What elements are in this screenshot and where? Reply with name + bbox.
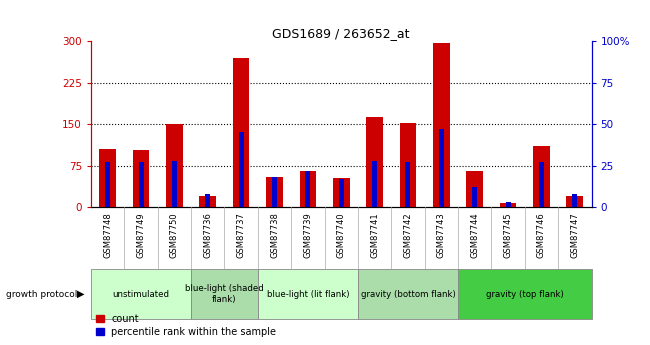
Text: GSM87747: GSM87747 (570, 212, 579, 258)
Text: GSM87749: GSM87749 (136, 212, 146, 258)
Bar (133, 150, 150, 207)
Bar (439, 129, 444, 207)
Bar (372, 161, 377, 207)
Bar (300, 171, 317, 207)
Text: growth protocol: growth protocol (6, 289, 78, 299)
Bar (433, 42, 450, 207)
Bar (333, 178, 350, 207)
Bar (166, 124, 183, 207)
Bar (572, 194, 577, 207)
Text: blue-light (shaded
flank): blue-light (shaded flank) (185, 284, 264, 304)
Bar (506, 202, 511, 207)
Text: GSM87738: GSM87738 (270, 212, 279, 258)
Bar (567, 196, 583, 207)
Bar (306, 170, 311, 207)
Bar (472, 187, 477, 207)
Bar (339, 179, 344, 207)
Text: GSM87744: GSM87744 (470, 212, 479, 258)
FancyBboxPatch shape (458, 269, 592, 319)
Bar (200, 196, 216, 207)
Bar (500, 203, 516, 207)
Text: GSM87750: GSM87750 (170, 212, 179, 258)
Title: GDS1689 / 263652_at: GDS1689 / 263652_at (272, 27, 410, 40)
Bar (272, 177, 277, 207)
Bar (533, 146, 550, 207)
Legend: count, percentile rank within the sample: count, percentile rank within the sample (96, 314, 276, 337)
Bar (205, 194, 211, 207)
Bar (239, 132, 244, 207)
Text: gravity (bottom flank): gravity (bottom flank) (361, 289, 456, 299)
Text: GSM87740: GSM87740 (337, 212, 346, 258)
Bar (233, 58, 250, 207)
FancyBboxPatch shape (358, 269, 458, 319)
Bar (367, 117, 383, 207)
Text: GSM87741: GSM87741 (370, 212, 379, 258)
FancyBboxPatch shape (91, 269, 191, 319)
Bar (539, 162, 544, 207)
Bar (172, 161, 177, 207)
Text: blue-light (lit flank): blue-light (lit flank) (266, 289, 349, 299)
FancyBboxPatch shape (191, 269, 258, 319)
Bar (400, 123, 416, 207)
Text: GSM87743: GSM87743 (437, 212, 446, 258)
Bar (99, 149, 116, 207)
Bar (266, 177, 283, 207)
Text: GSM87736: GSM87736 (203, 212, 213, 258)
Text: GSM87746: GSM87746 (537, 212, 546, 258)
Bar (138, 162, 144, 207)
Text: GSM87737: GSM87737 (237, 212, 246, 258)
Text: GSM87745: GSM87745 (504, 212, 513, 258)
Bar (105, 162, 110, 207)
FancyBboxPatch shape (258, 269, 358, 319)
Bar (467, 171, 483, 207)
Text: unstimulated: unstimulated (112, 289, 170, 299)
Text: GSM87748: GSM87748 (103, 212, 112, 258)
Text: GSM87739: GSM87739 (304, 212, 313, 258)
Bar (406, 162, 411, 207)
Text: ▶: ▶ (77, 289, 85, 299)
Text: GSM87742: GSM87742 (404, 212, 413, 258)
Text: gravity (top flank): gravity (top flank) (486, 289, 564, 299)
